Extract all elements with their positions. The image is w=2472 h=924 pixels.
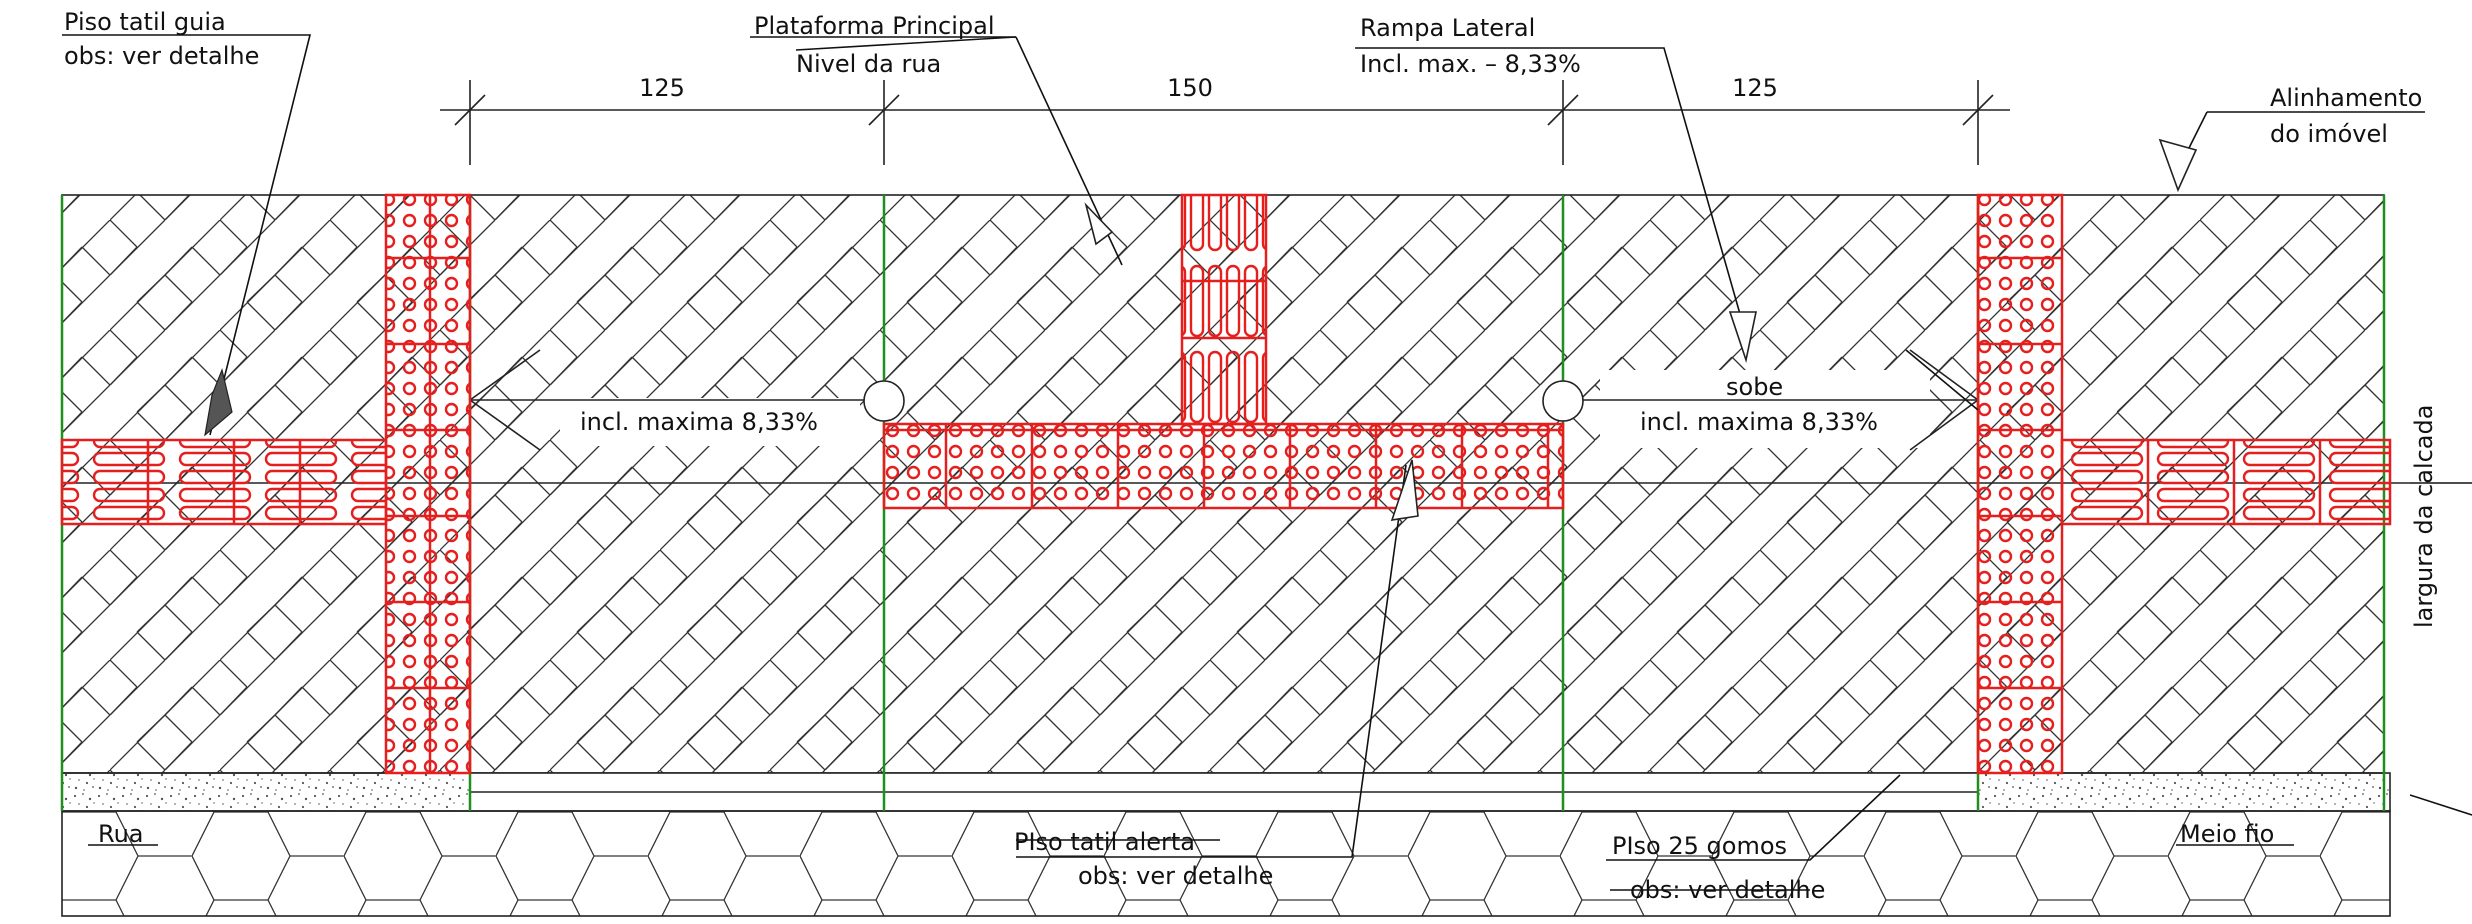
label-alerta-2: obs: ver detalhe	[1078, 862, 1273, 890]
label-meio-fio: Meio fio	[2180, 820, 2274, 848]
curb-left	[61, 772, 471, 812]
label-rua: Rua	[98, 820, 144, 848]
label-plataforma-1: Plataforma Principal	[754, 12, 995, 40]
level-marker-left	[863, 380, 905, 422]
label-rampa-2: Incl. max. – 8,33%	[1360, 50, 1581, 78]
dimension-center: 150	[1167, 74, 1213, 102]
curb-right	[1977, 772, 2391, 812]
arrow-alinhamento	[2158, 138, 2198, 193]
label-piso25-2: obs: ver detalhe	[1630, 876, 1825, 904]
tactile-guide-right	[2060, 438, 2392, 526]
dimension-right: 125	[1732, 74, 1778, 102]
arrow-alerta	[1390, 459, 1419, 521]
label-plataforma-2: Nivel da rua	[796, 50, 941, 78]
label-piso-guia-2: obs: ver detalhe	[64, 42, 259, 70]
dimension-left: 125	[639, 74, 685, 102]
level-marker-right	[1542, 380, 1584, 422]
arrow-piso-guia	[204, 368, 233, 437]
label-alinhamento-1: Alinhamento	[2270, 84, 2422, 112]
label-piso-guia-1: Piso tatil guia	[64, 8, 226, 36]
label-alerta-1: PIso tatil alerta	[1014, 828, 1195, 856]
dimension-line	[440, 80, 2010, 165]
label-piso25-1: PIso 25 gomos	[1612, 832, 1787, 860]
ramp-slope-arrows	[469, 349, 1979, 451]
label-incl-right: incl. maxima 8,33%	[1640, 408, 1878, 436]
label-largura: largura da calcada	[2410, 405, 2438, 628]
label-incl-left: incl. maxima 8,33%	[580, 408, 818, 436]
label-rampa-1: Rampa Lateral	[1360, 14, 1535, 42]
street-paving	[61, 810, 2391, 917]
label-sobe: sobe	[1726, 373, 1783, 401]
label-alinhamento-2: do imóvel	[2270, 120, 2388, 148]
leader-lines	[62, 34, 2472, 891]
tactile-guide-center	[1180, 193, 1268, 426]
tactile-guide-left	[60, 438, 388, 526]
arrow-plataforma	[1084, 202, 1114, 246]
arrow-rampa	[1728, 311, 1757, 364]
